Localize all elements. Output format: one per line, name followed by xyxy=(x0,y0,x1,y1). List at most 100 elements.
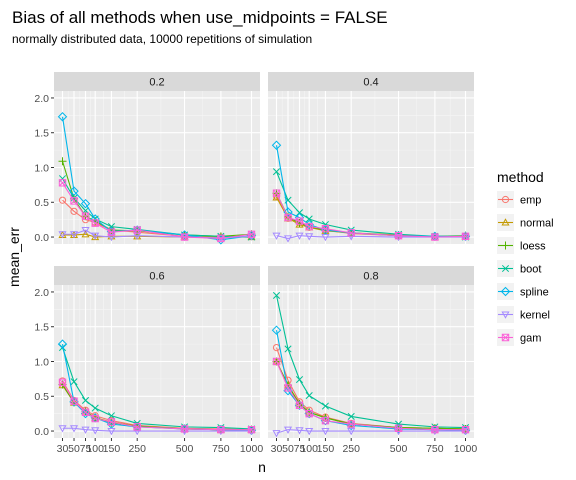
chart-title: Bias of all methods when use_midpoints =… xyxy=(12,8,388,27)
data-point-kernel xyxy=(58,231,67,239)
x-tick-label: 500 xyxy=(176,443,194,455)
legend-label: kernel xyxy=(520,310,550,322)
data-point-gam xyxy=(91,414,99,423)
legend-item-kernel: kernel xyxy=(497,306,550,323)
data-point-gam xyxy=(321,225,330,233)
data-point-normal xyxy=(107,232,116,240)
x-tick-label: 75 xyxy=(80,443,92,455)
x-tick-label: 250 xyxy=(342,443,360,455)
legend-item-emp: emp xyxy=(497,191,541,208)
data-point-boot xyxy=(70,378,78,386)
data-point-gam xyxy=(295,217,304,225)
data-point-kernel xyxy=(81,227,90,235)
data-point-gam xyxy=(70,397,78,405)
legend-title: method xyxy=(497,169,544,185)
data-point-boot xyxy=(305,392,313,400)
legend-item-gam: gam xyxy=(497,329,541,346)
legend: method emp normal loess boot spline kernel gam xyxy=(497,169,554,346)
data-point-boot xyxy=(321,402,329,410)
data-point-gam xyxy=(91,219,99,227)
x-tick-label: 100 xyxy=(300,443,318,455)
x-tick-label: 150 xyxy=(317,443,335,455)
y-tick-label: 0.5 xyxy=(34,391,49,403)
series-boot xyxy=(272,291,470,432)
x-tick-label: 150 xyxy=(103,443,121,455)
data-point-boot xyxy=(295,209,304,217)
data-point-spline xyxy=(283,386,293,396)
x-tick-label: 50 xyxy=(68,443,80,455)
legend-label: normal xyxy=(520,218,554,230)
facet-strip xyxy=(268,266,474,285)
x-tick-label: 500 xyxy=(390,443,408,455)
data-point-gam xyxy=(272,357,281,366)
data-point-gam xyxy=(284,384,292,392)
data-point-emp xyxy=(70,207,78,215)
data-point-kernel xyxy=(69,425,79,433)
data-point-spline xyxy=(271,325,282,335)
x-tick-label: 1000 xyxy=(240,443,264,455)
legend-key-symbol xyxy=(501,241,510,250)
data-point-kernel xyxy=(272,430,281,438)
data-point-spline xyxy=(80,198,91,209)
data-point-gam xyxy=(217,234,225,243)
data-point-spline xyxy=(179,424,190,434)
legend-label: spline xyxy=(520,287,549,299)
facet-strip xyxy=(54,72,260,91)
chart-subtitle: normally distributed data, 10000 repetit… xyxy=(12,32,312,46)
facet-strip-label: 0.2 xyxy=(149,77,164,89)
y-tick-label: 1.5 xyxy=(34,322,49,334)
legend-item-loess: loess xyxy=(497,237,546,254)
data-point-gam xyxy=(81,212,90,220)
data-point-gam xyxy=(431,233,439,241)
data-point-kernel xyxy=(91,427,100,435)
data-point-spline xyxy=(304,408,314,419)
series-line-kernel xyxy=(276,429,466,434)
series-gam xyxy=(272,357,470,434)
facet-panel-0.2: 0.2 0.0 0.5 1.0 1.5 2.0 xyxy=(34,72,260,245)
y-tick-label: 0.5 xyxy=(34,197,49,209)
data-point-boot xyxy=(91,404,99,412)
data-point-boot xyxy=(284,345,292,353)
data-point-gam xyxy=(180,425,189,433)
data-point-gam xyxy=(247,425,256,434)
x-tick-label: 30 xyxy=(271,443,283,455)
data-point-kernel xyxy=(305,233,314,241)
legend-key-symbol xyxy=(501,195,510,204)
y-tick-label: 0.0 xyxy=(34,426,49,438)
data-point-normal xyxy=(81,230,90,238)
data-point-kernel xyxy=(91,232,100,240)
data-point-boot xyxy=(107,412,115,420)
series-gam xyxy=(58,378,256,434)
data-point-kernel xyxy=(283,426,293,434)
data-point-gam xyxy=(107,418,116,426)
data-point-gam xyxy=(70,197,78,205)
data-point-kernel xyxy=(305,427,314,436)
legend-item-normal: normal xyxy=(497,214,554,231)
facet-strip-label: 0.6 xyxy=(149,271,164,283)
data-point-gam xyxy=(81,408,90,416)
data-point-boot xyxy=(305,215,313,223)
data-point-kernel xyxy=(58,425,67,433)
x-tick-label: 30 xyxy=(57,443,69,455)
data-point-kernel xyxy=(321,233,330,242)
data-point-gam xyxy=(133,226,141,234)
facet-strip-label: 0.4 xyxy=(363,77,378,89)
x-tick-label: 1000 xyxy=(454,443,478,455)
legend-key-symbol xyxy=(501,218,510,226)
data-point-gam xyxy=(58,179,67,187)
data-point-kernel xyxy=(283,235,293,243)
facet-strip xyxy=(54,266,260,285)
data-point-kernel xyxy=(272,232,281,240)
data-point-kernel xyxy=(107,427,116,436)
series-line-kernel xyxy=(62,427,252,432)
data-point-gam xyxy=(461,425,470,434)
data-point-spline xyxy=(69,397,79,407)
data-point-gam xyxy=(431,425,439,434)
y-axis-title: mean_err xyxy=(6,227,22,287)
data-point-kernel xyxy=(295,232,304,240)
y-tick-label: 1.0 xyxy=(34,356,49,368)
legend-label: emp xyxy=(520,195,541,207)
data-point-gam xyxy=(107,228,116,236)
